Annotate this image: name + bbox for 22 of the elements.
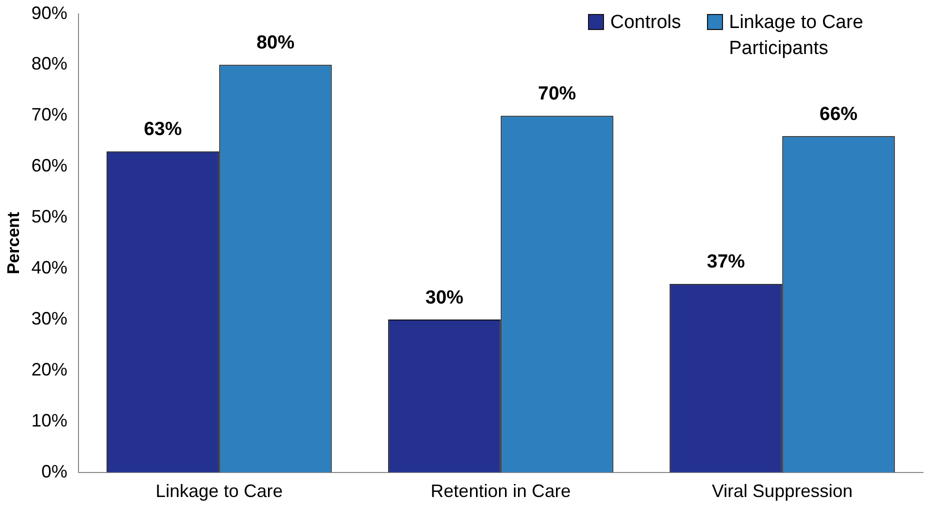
data-label: 30% bbox=[425, 287, 464, 308]
y-tick-label: 20% bbox=[31, 359, 68, 380]
x-tick-label: Retention in Care bbox=[430, 481, 571, 502]
data-label: 63% bbox=[144, 119, 182, 140]
y-tick-label: 60% bbox=[31, 156, 68, 176]
legend-label: Linkage to Care Participants bbox=[729, 11, 864, 61]
y-axis-title: Percent bbox=[4, 212, 23, 274]
legend-label: Controls bbox=[610, 11, 681, 35]
y-tick-label: 80% bbox=[31, 54, 68, 74]
x-tick-label: Viral Suppression bbox=[712, 481, 853, 502]
y-tick-label: 10% bbox=[31, 410, 68, 430]
y-tick-label: 30% bbox=[31, 308, 68, 328]
y-tick-label: 50% bbox=[31, 206, 68, 227]
y-tick-label: 0% bbox=[41, 461, 68, 482]
data-label: 70% bbox=[538, 83, 576, 104]
x-tick-label: Linkage to Care bbox=[156, 481, 283, 502]
data-label: 66% bbox=[820, 104, 858, 125]
data-label: 80% bbox=[256, 32, 295, 54]
y-tick-label: 70% bbox=[31, 104, 68, 125]
y-tick-label: 40% bbox=[31, 258, 68, 278]
data-label: 37% bbox=[706, 252, 746, 273]
y-tick-label: 90% bbox=[31, 2, 68, 23]
